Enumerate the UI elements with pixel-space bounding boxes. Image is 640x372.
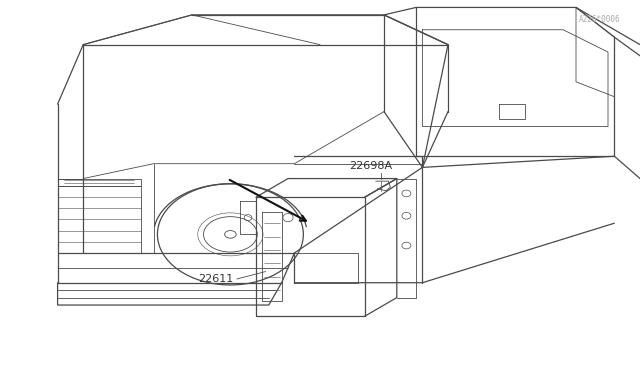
Text: A226*0006: A226*0006 <box>579 15 621 24</box>
Text: 22611: 22611 <box>198 274 234 284</box>
Text: 22698A: 22698A <box>349 161 392 170</box>
